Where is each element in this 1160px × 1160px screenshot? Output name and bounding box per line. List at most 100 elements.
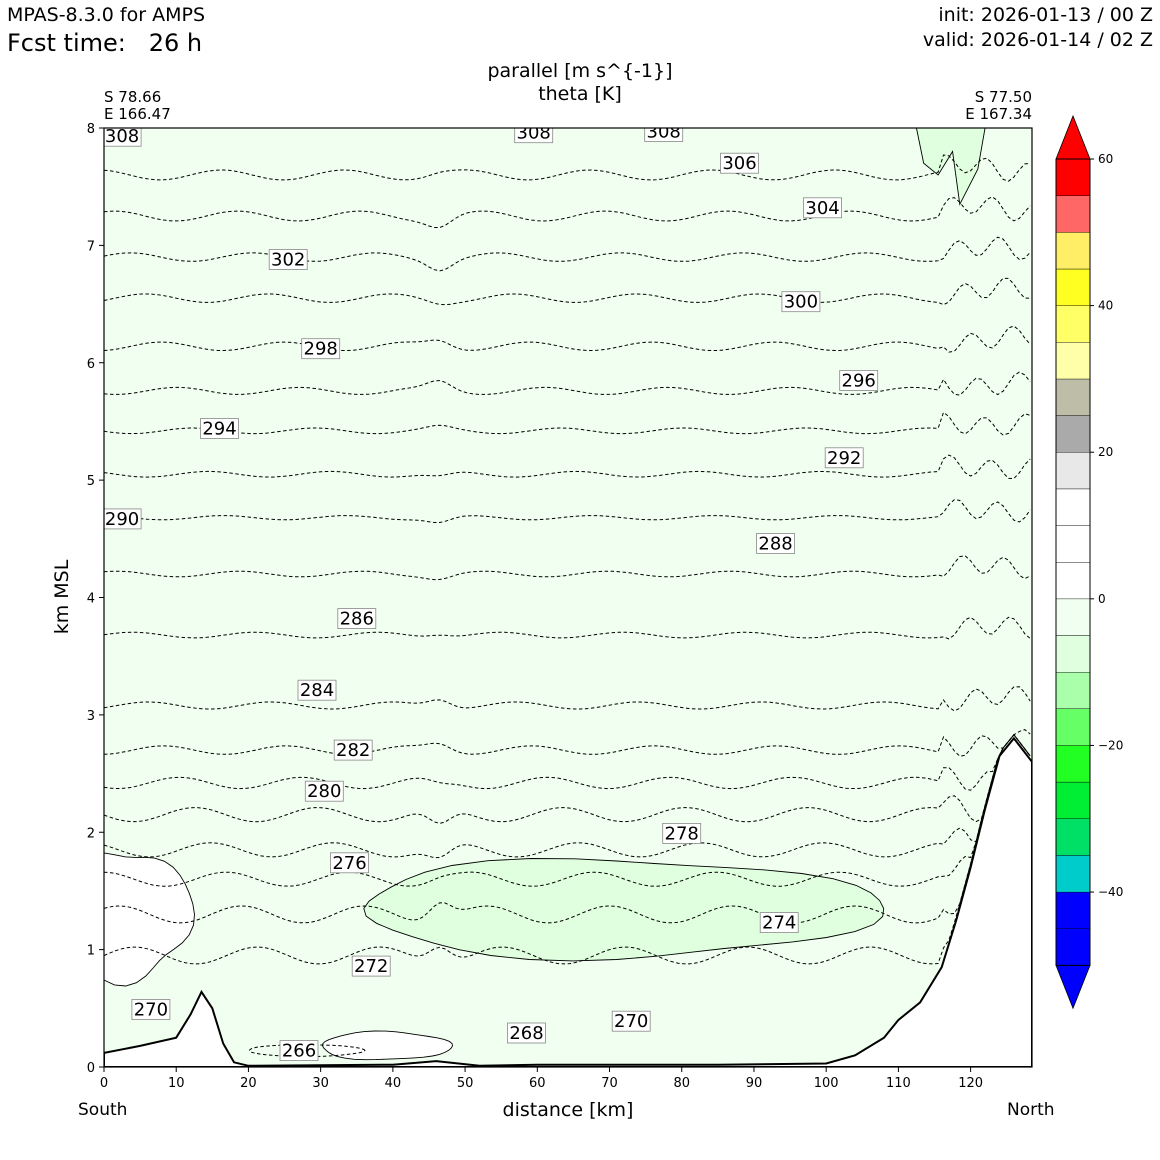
colorbar-segment [1055,745,1091,783]
x-tick-label: 60 [529,1076,546,1091]
contour-label-box [803,197,842,219]
forecast-time: Fcst time: 26 h [7,29,202,57]
north-direction-label: North [1007,1100,1055,1120]
theta-contour [104,325,1031,353]
theta-contour [104,499,1031,523]
colorbar-segment [1055,635,1091,673]
colorbar-segment [1055,378,1091,416]
contour-label-box [104,508,142,530]
contour-label-text: 308 [517,123,551,144]
colorbar-segment [1055,598,1091,636]
contour-label-text: 270 [614,1011,648,1032]
wind-pocket-top [915,128,986,206]
theta-contour [104,411,1031,436]
contour-label-text: 298 [304,339,338,360]
x-tick-label: 20 [240,1076,257,1091]
contour-label: 308 [514,123,554,144]
theta-contour [104,686,1031,712]
x-tick-label: 110 [886,1076,911,1091]
theta-contour [104,454,1031,480]
contour-label: 274 [759,912,799,934]
colorbar-segment [1055,488,1091,526]
contour-label: 270 [611,1010,651,1032]
colorbar-segment [1055,562,1091,600]
forecast-time-label: Fcst time: [7,29,126,57]
contour-label-text: 308 [647,122,681,143]
x-tick-label: 90 [746,1076,763,1091]
contour-label-text: 286 [340,609,374,630]
contour-label: 268 [507,1022,546,1044]
theta-contour [248,1044,366,1058]
y-tick-label: 7 [87,239,95,254]
y-tick-label: 4 [87,592,95,607]
colorbar-tick-label: −40 [1098,885,1123,899]
contour-label-text: 268 [509,1023,543,1044]
colorbar-segment [1055,452,1091,490]
contour-label-text: 276 [332,853,366,874]
contour-label-box [104,128,142,147]
y-tick-label: 0 [87,1061,95,1076]
contour-label-box [337,608,377,629]
contour-label-box [333,739,373,761]
wind-pocket-white-left [104,852,195,987]
contour-label: 290 [104,508,142,530]
contour-label-box [131,999,171,1020]
colorbar-segment [1055,928,1091,966]
theta-contour [104,236,1031,272]
contour-label-text: 306 [722,153,756,174]
colorbar-segment [1055,891,1091,929]
colorbar-segment [1055,415,1091,453]
contour-label-box [824,447,864,469]
theta-contour [104,196,1031,228]
colorbar-tick-label: −20 [1098,738,1123,752]
contour-label-text: 304 [805,198,839,219]
colorbar-segment [1055,305,1091,343]
colorbar-segment [1055,781,1091,819]
theta-contour [104,733,1031,824]
x-tick-label: 10 [168,1076,185,1091]
forecast-time-value: 26 h [148,29,203,57]
y-tick-label: 8 [87,122,95,137]
chart-subtitle: theta [K] [538,83,622,105]
contour-label-text: 308 [105,126,139,147]
contour-label: 270 [131,999,171,1021]
theta-contour [104,371,1031,396]
contour-label: 308 [104,126,142,147]
wind-pocket-low [363,858,885,962]
contour-label-box [507,1022,546,1044]
wind-pocket-white-bottom [322,1030,453,1061]
valid-time: valid: 2026-01-14 / 02 Z [922,29,1153,51]
contour-label-box [781,291,821,313]
theta-contour [104,733,1031,791]
right-latitude: S 77.50 [974,88,1032,106]
colorbar-extend-top [1055,114,1091,160]
contour-label-box [297,679,337,701]
colorbar-tick-label: 20 [1098,445,1113,459]
theta-contour [104,616,1031,640]
contour-label: 292 [824,447,864,469]
contour-label: 288 [756,533,795,555]
contour-label-box [756,533,795,554]
x-tick-label: 70 [601,1076,618,1091]
contour-label-box [268,249,308,270]
contour-label-text: 288 [758,534,792,555]
colorbar-tick-label: 40 [1098,299,1113,313]
theta-contour [104,733,1031,924]
contour-label: 284 [297,679,337,701]
contour-label: 300 [781,291,821,313]
contour-label-text: 278 [665,823,699,844]
y-tick-label: 1 [87,944,95,959]
y-tick-label: 2 [87,826,95,841]
contour-label: 308 [644,122,684,143]
left-longitude: E 166.47 [104,105,171,123]
init-time: init: 2026-01-13 / 00 Z [938,4,1153,26]
colorbar-frame [1055,158,1091,966]
contour-label-text: 292 [827,448,861,469]
contour-label-text: 290 [105,509,139,530]
contour-label-box [304,780,344,802]
contour-label: 304 [803,197,842,219]
contour-label: 280 [304,780,344,802]
theta-contour [104,733,1031,859]
contour-label-box [720,152,759,174]
